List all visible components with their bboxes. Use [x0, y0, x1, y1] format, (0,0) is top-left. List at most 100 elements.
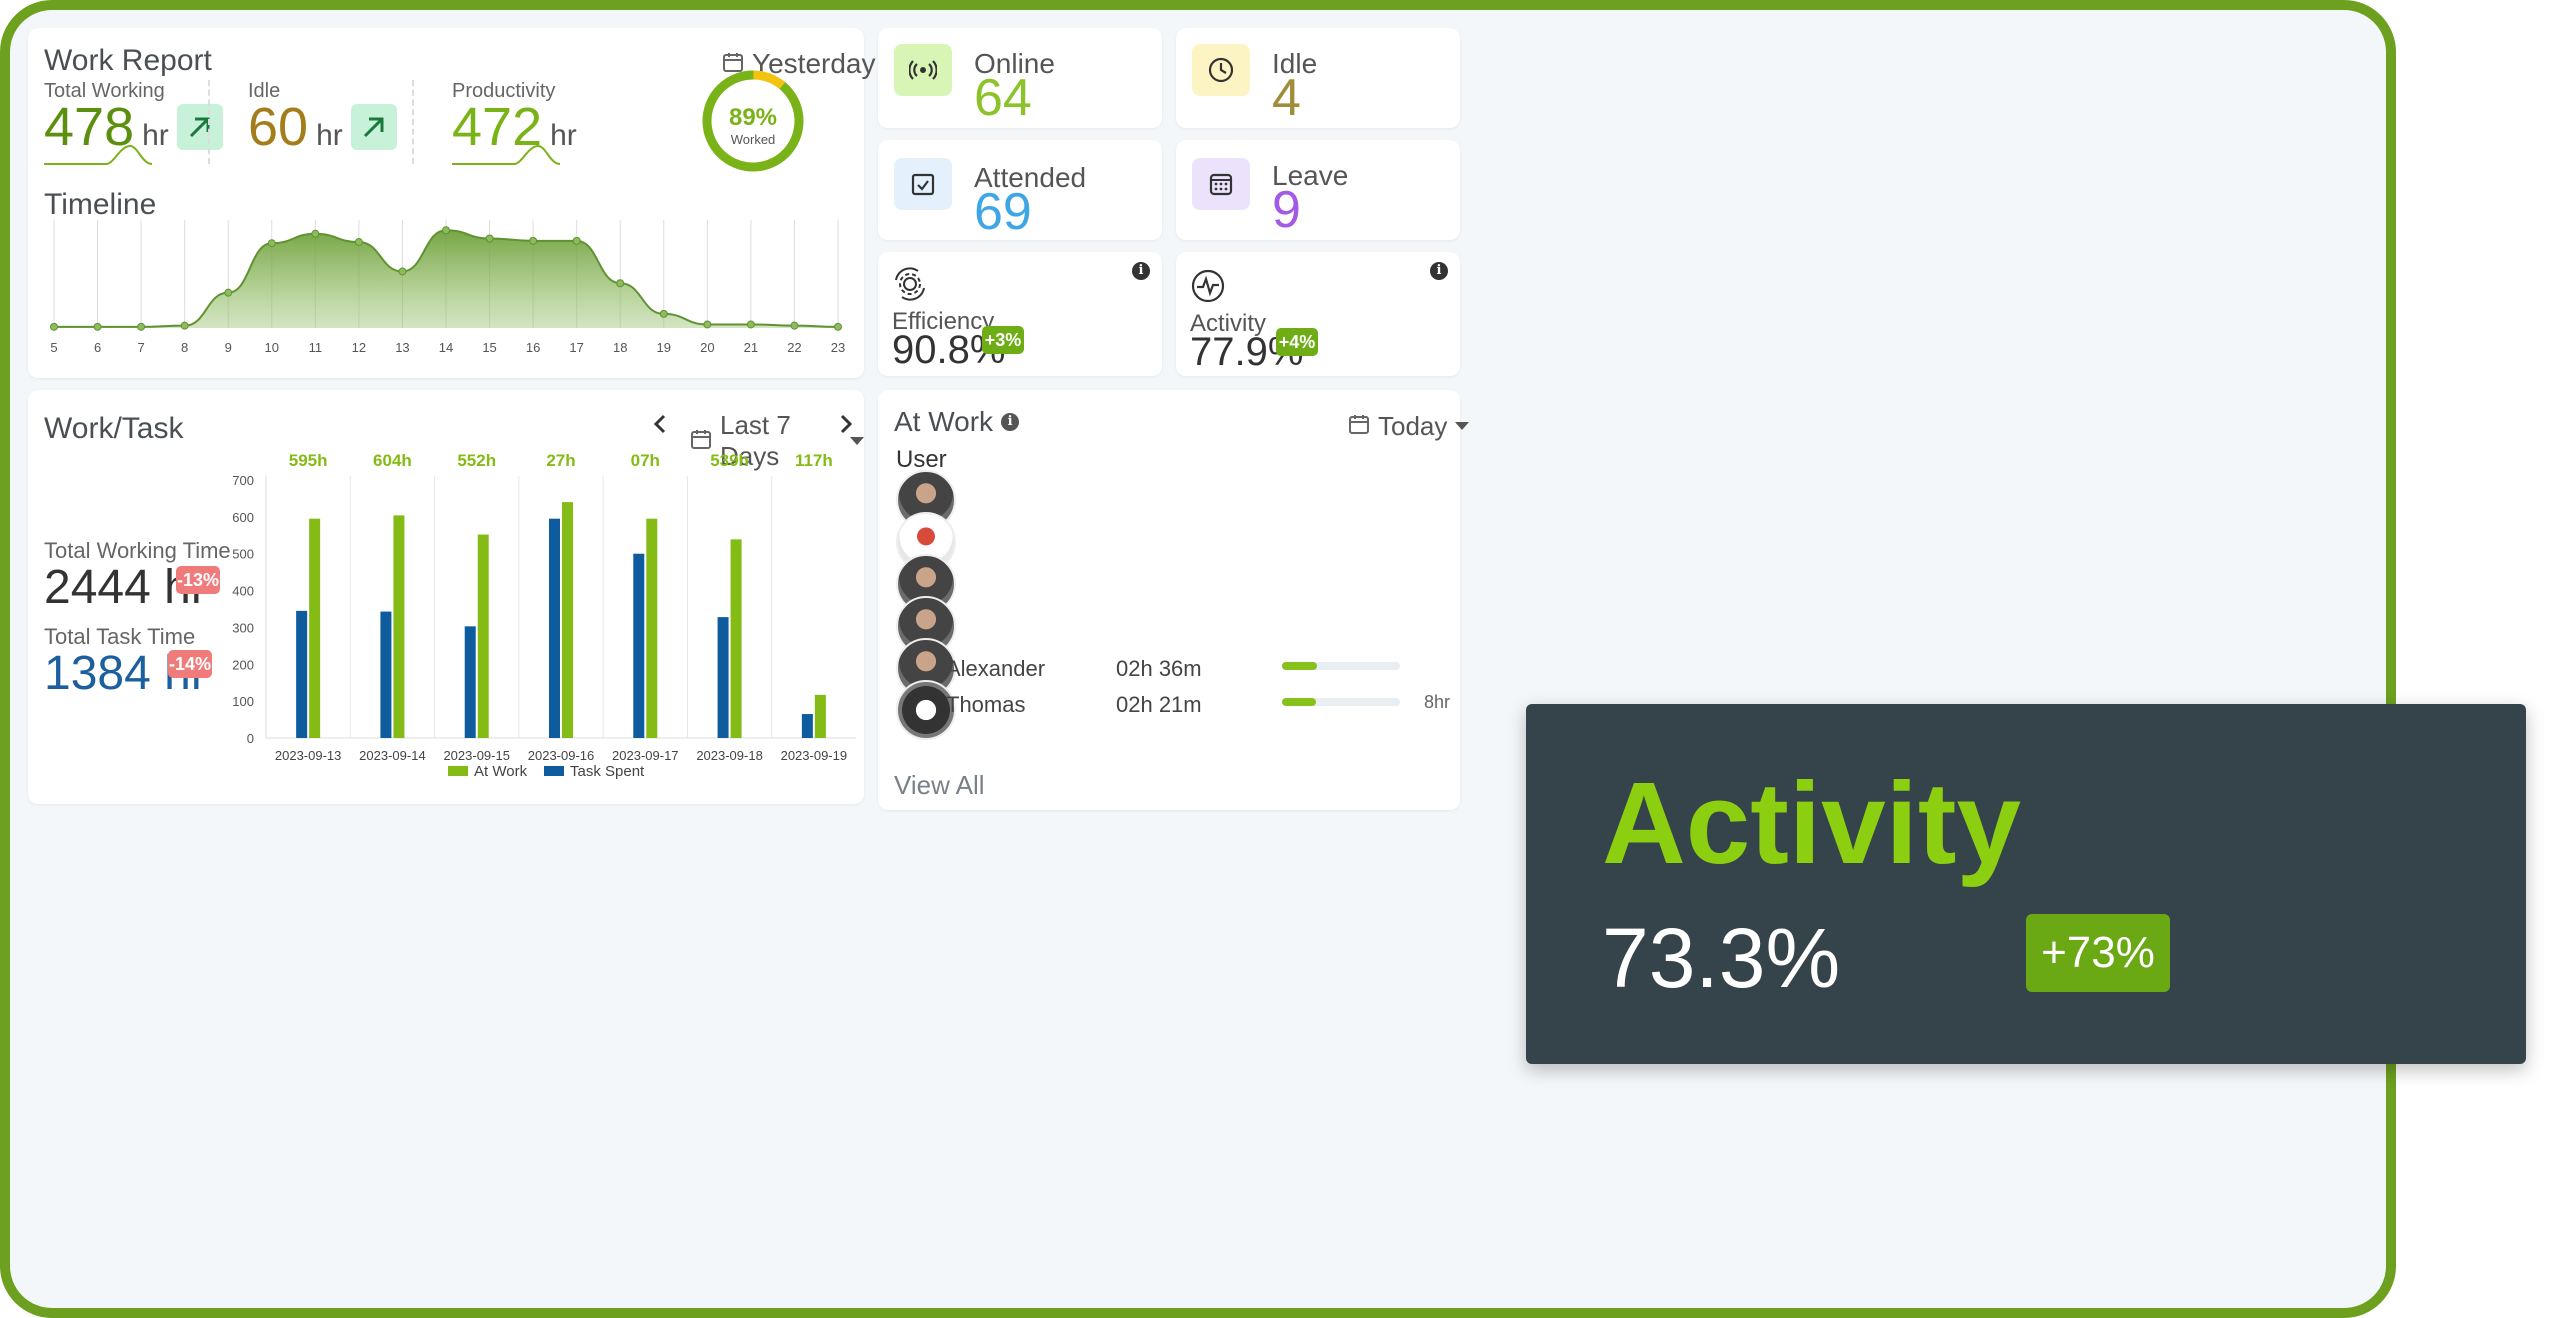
timeline-point [50, 322, 58, 331]
user-time: 02h 21m [1116, 692, 1202, 717]
bar-total-label: 27h [546, 451, 575, 470]
bar-x-tick-label: 2023-09-13 [275, 748, 342, 763]
attended-label: Attended [974, 162, 1087, 193]
online-label: Online [974, 48, 1055, 79]
work-task-period-label: Last 7 Days [720, 410, 791, 471]
user-progress-bar [1282, 698, 1400, 706]
idle-tile[interactable]: Idle 4 [1176, 28, 1460, 128]
productivity-label: Productivity [452, 80, 556, 102]
user-column-header: User [896, 446, 947, 473]
bar-task-spent [717, 617, 729, 738]
info-icon[interactable]: i [1132, 262, 1150, 280]
attended-icon-box [894, 158, 952, 210]
idle-tile-label: Idle [1272, 48, 1318, 79]
activity-label: Activity [1190, 310, 1267, 337]
timeline-x-tick-label: 12 [352, 340, 366, 355]
total-working-time-label: Total Working Time [44, 538, 231, 563]
bar-task-spent [549, 518, 560, 738]
timeline-x-tick-label: 23 [831, 340, 845, 355]
bar-y-tick-label: 0 [247, 731, 254, 746]
bar-total-label: 539h [710, 451, 749, 470]
at-work-header: At Work i [894, 406, 1020, 438]
bar-total-label: 595h [289, 451, 328, 470]
work-report-card: Work Report Yesterday Total Working 478 … [28, 28, 898, 378]
period-label: Yesterday [752, 48, 876, 79]
idle-icon-box [1192, 44, 1250, 96]
timeline-area [54, 230, 838, 328]
info-icon[interactable]: i [1430, 262, 1448, 280]
timeline-point [703, 320, 712, 329]
timeline-point [224, 288, 233, 297]
bar-at-work [730, 539, 742, 738]
user-target: 8hr [1424, 692, 1451, 712]
info-icon[interactable]: i [1001, 413, 1020, 431]
chevron-left-icon[interactable] [652, 414, 668, 434]
bar-at-work [393, 515, 405, 738]
calendar-grid-icon [1209, 173, 1233, 196]
efficiency-tile[interactable]: i Efficiency 90.8% +3% [878, 252, 1162, 376]
work-task-period-dropdown[interactable]: Last 7 Days [690, 410, 864, 472]
timeline-x-tick-label: 5 [50, 340, 57, 355]
timeline-point [616, 279, 625, 288]
productivity-unit: hr [550, 119, 577, 152]
work-report-title: Work Report [44, 44, 212, 77]
timeline-x-tick-label: 10 [265, 340, 279, 355]
total-working-label: Total Working [44, 80, 165, 102]
bar-x-tick-label: 2023-09-17 [612, 748, 679, 763]
chevron-right-icon[interactable] [838, 414, 854, 434]
total-working-unit: hr [142, 119, 169, 152]
calendar-check-icon [911, 173, 935, 196]
productivity-value: 472 [452, 97, 543, 157]
bar-at-work [477, 534, 489, 738]
bar-y-tick-label: 200 [232, 657, 254, 672]
leave-label: Leave [1272, 160, 1349, 191]
worked-donut-chart [702, 70, 804, 172]
bar-x-tick-label: 2023-09-15 [443, 748, 510, 763]
idle-unit: hr [316, 119, 343, 152]
view-all-link[interactable]: View All [894, 770, 985, 800]
timeline-x-tick-label: 11 [309, 340, 323, 355]
bar-at-work [562, 502, 573, 738]
activity-tile[interactable]: i Activity 77.9% +4% [1176, 252, 1460, 376]
broadcast-icon [909, 60, 937, 80]
timeline-x-tick-label: 17 [569, 340, 583, 355]
bar-task-spent [801, 714, 813, 738]
user-time: 02h 36m [1116, 656, 1202, 681]
bar-y-tick-label: 300 [232, 620, 254, 635]
timeline-point [137, 322, 146, 331]
timeline-point [834, 322, 842, 331]
total-working-stat: 478 hr [44, 96, 223, 158]
user-progress-bar [1282, 662, 1400, 670]
bar-y-tick-label: 400 [232, 584, 254, 599]
at-work-period-dropdown[interactable]: Today [1348, 410, 1470, 442]
activity-overlay-card: Activity 73.3% +73% [1526, 704, 2526, 1064]
timeline-x-tick-label: 6 [94, 340, 101, 355]
timeline-point [354, 238, 363, 247]
user-progress-fill [1282, 698, 1317, 706]
attended-tile[interactable]: Attended 69 [878, 140, 1162, 241]
work-task-title: Work/Task [44, 412, 184, 445]
efficiency-label: Efficiency [892, 308, 995, 335]
legend-label: At Work [474, 763, 528, 780]
divider [208, 80, 210, 164]
timeline-point [790, 321, 799, 330]
total-working-time-change: -13% [176, 566, 220, 594]
leave-tile[interactable]: Leave 9 [1176, 140, 1460, 240]
legend-swatch [448, 766, 468, 776]
timeline-x-tick-label: 7 [137, 340, 144, 355]
online-value: 64 [974, 69, 1032, 127]
divider [412, 80, 414, 164]
period-dropdown[interactable]: Yesterday [722, 48, 898, 80]
bar-y-tick-label: 700 [232, 473, 254, 488]
chevron-down-icon [850, 437, 864, 445]
timeline-x-tick-label: 14 [439, 340, 453, 355]
at-work-period-label: Today [1378, 410, 1448, 441]
chevron-down-icon [1455, 422, 1470, 430]
trend-up-icon [350, 104, 397, 150]
idle-stat: 60 hr [248, 96, 397, 158]
clock-icon [1208, 57, 1234, 83]
online-tile[interactable]: Online 64 [878, 28, 1162, 128]
bar-at-work [309, 518, 321, 738]
activity-change-badge: +4% [1276, 328, 1318, 356]
total-working-sparkline [44, 144, 153, 165]
